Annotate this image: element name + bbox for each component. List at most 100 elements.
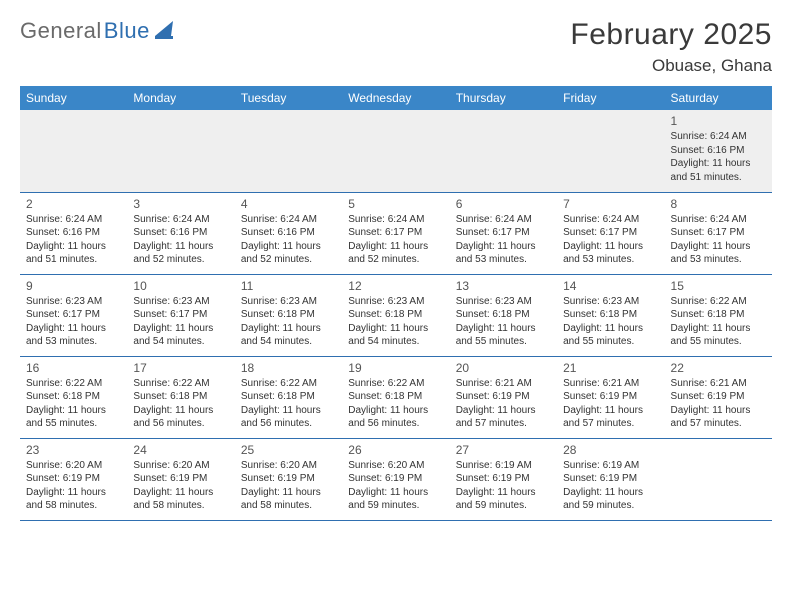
day-number: 14 <box>563 279 658 293</box>
calendar-day-cell: 7Sunrise: 6:24 AMSunset: 6:17 PMDaylight… <box>557 192 664 274</box>
calendar-day-cell: 28Sunrise: 6:19 AMSunset: 6:19 PMDayligh… <box>557 438 664 520</box>
day-info: Sunrise: 6:23 AMSunset: 6:18 PMDaylight:… <box>348 295 443 349</box>
day-info: Sunrise: 6:20 AMSunset: 6:19 PMDaylight:… <box>348 459 443 513</box>
calendar-day-cell: 14 Sunrise: 6:23 AMSunset: 6:18 PMDayligh… <box>557 274 664 356</box>
calendar-table: SundayMondayTuesdayWednesdayThursdayFrid… <box>20 86 772 521</box>
sunrise-text: Sunrise: 6:24 AM <box>133 213 228 227</box>
day-number: 11 <box>241 279 336 293</box>
daylight-text: Daylight: 11 hours and 53 minutes. <box>563 240 658 267</box>
calendar-day-cell: 19 Sunrise: 6:22 AMSunset: 6:18 PMDayligh… <box>342 356 449 438</box>
sunset-text: Sunset: 6:18 PM <box>26 390 121 404</box>
daylight-text: Daylight: 11 hours and 53 minutes. <box>26 322 121 349</box>
daylight-text: Daylight: 11 hours and 57 minutes. <box>563 404 658 431</box>
sunset-text: Sunset: 6:19 PM <box>133 472 228 486</box>
calendar-day-cell: 4Sunrise: 6:24 AMSunset: 6:16 PMDaylight… <box>235 192 342 274</box>
weekday-header: Sunday <box>20 86 127 110</box>
calendar-empty-cell <box>127 110 234 192</box>
daylight-text: Daylight: 11 hours and 51 minutes. <box>26 240 121 267</box>
calendar-day-cell: 23Sunrise: 6:20 AMSunset: 6:19 PMDayligh… <box>20 438 127 520</box>
day-number: 3 <box>133 197 228 211</box>
logo: GeneralBlue <box>20 18 177 44</box>
sunrise-text: Sunrise: 6:22 AM <box>133 377 228 391</box>
weekday-header: Friday <box>557 86 664 110</box>
sunrise-text: Sunrise: 6:24 AM <box>348 213 443 227</box>
weekday-header: Wednesday <box>342 86 449 110</box>
daylight-text: Daylight: 11 hours and 58 minutes. <box>26 486 121 513</box>
day-info: Sunrise: 6:21 AMSunset: 6:19 PMDaylight:… <box>671 377 766 431</box>
daylight-text: Daylight: 11 hours and 54 minutes. <box>241 322 336 349</box>
sunrise-text: Sunrise: 6:19 AM <box>456 459 551 473</box>
sunrise-text: Sunrise: 6:21 AM <box>456 377 551 391</box>
day-number: 21 <box>563 361 658 375</box>
calendar-empty-cell <box>557 110 664 192</box>
calendar-week-row: 1Sunrise: 6:24 AMSunset: 6:16 PMDaylight… <box>20 110 772 192</box>
sunrise-text: Sunrise: 6:24 AM <box>456 213 551 227</box>
sunset-text: Sunset: 6:18 PM <box>133 390 228 404</box>
day-info: Sunrise: 6:24 AMSunset: 6:17 PMDaylight:… <box>671 213 766 267</box>
day-number: 16 <box>26 361 121 375</box>
sunrise-text: Sunrise: 6:23 AM <box>26 295 121 309</box>
day-info: Sunrise: 6:22 AMSunset: 6:18 PMDaylight:… <box>241 377 336 431</box>
calendar-empty-cell <box>235 110 342 192</box>
day-info: Sunrise: 6:24 AMSunset: 6:17 PMDaylight:… <box>563 213 658 267</box>
daylight-text: Daylight: 11 hours and 58 minutes. <box>241 486 336 513</box>
sunset-text: Sunset: 6:19 PM <box>241 472 336 486</box>
day-number: 5 <box>348 197 443 211</box>
day-info: Sunrise: 6:24 AMSunset: 6:17 PMDaylight:… <box>456 213 551 267</box>
calendar-week-row: 23Sunrise: 6:20 AMSunset: 6:19 PMDayligh… <box>20 438 772 520</box>
day-info: Sunrise: 6:23 AMSunset: 6:18 PMDaylight:… <box>563 295 658 349</box>
calendar-day-cell: 6 Sunrise: 6:24 AMSunset: 6:17 PMDaylight… <box>450 192 557 274</box>
sunset-text: Sunset: 6:17 PM <box>133 308 228 322</box>
day-number: 13 <box>456 279 551 293</box>
day-info: Sunrise: 6:23 AMSunset: 6:18 PMDaylight:… <box>456 295 551 349</box>
calendar-day-cell: 27Sunrise: 6:19 AMSunset: 6:19 PMDayligh… <box>450 438 557 520</box>
day-info: Sunrise: 6:22 AMSunset: 6:18 PMDaylight:… <box>348 377 443 431</box>
day-number: 10 <box>133 279 228 293</box>
sunset-text: Sunset: 6:19 PM <box>456 390 551 404</box>
daylight-text: Daylight: 11 hours and 59 minutes. <box>456 486 551 513</box>
calendar-empty-cell <box>665 438 772 520</box>
calendar-empty-cell <box>20 110 127 192</box>
sunset-text: Sunset: 6:19 PM <box>563 390 658 404</box>
sunrise-text: Sunrise: 6:22 AM <box>26 377 121 391</box>
day-number: 19 <box>348 361 443 375</box>
calendar-day-cell: 5Sunrise: 6:24 AMSunset: 6:17 PMDaylight… <box>342 192 449 274</box>
day-number: 8 <box>671 197 766 211</box>
sunset-text: Sunset: 6:18 PM <box>671 308 766 322</box>
calendar-day-cell: 10Sunrise: 6:23 AMSunset: 6:17 PMDayligh… <box>127 274 234 356</box>
sunset-text: Sunset: 6:18 PM <box>241 390 336 404</box>
day-number: 9 <box>26 279 121 293</box>
day-number: 23 <box>26 443 121 457</box>
calendar-day-cell: 3Sunrise: 6:24 AMSunset: 6:16 PMDaylight… <box>127 192 234 274</box>
sunrise-text: Sunrise: 6:23 AM <box>133 295 228 309</box>
day-info: Sunrise: 6:19 AMSunset: 6:19 PMDaylight:… <box>456 459 551 513</box>
daylight-text: Daylight: 11 hours and 55 minutes. <box>563 322 658 349</box>
sunset-text: Sunset: 6:19 PM <box>348 472 443 486</box>
daylight-text: Daylight: 11 hours and 59 minutes. <box>563 486 658 513</box>
daylight-text: Daylight: 11 hours and 59 minutes. <box>348 486 443 513</box>
daylight-text: Daylight: 11 hours and 51 minutes. <box>671 157 766 184</box>
sunset-text: Sunset: 6:17 PM <box>26 308 121 322</box>
title-block: February 2025 Obuase, Ghana <box>570 18 772 76</box>
calendar-day-cell: 25Sunrise: 6:20 AMSunset: 6:19 PMDayligh… <box>235 438 342 520</box>
calendar-day-cell: 8 Sunrise: 6:24 AMSunset: 6:17 PMDaylight… <box>665 192 772 274</box>
sunrise-text: Sunrise: 6:24 AM <box>671 213 766 227</box>
sunrise-text: Sunrise: 6:24 AM <box>26 213 121 227</box>
calendar-day-cell: 20Sunrise: 6:21 AMSunset: 6:19 PMDayligh… <box>450 356 557 438</box>
day-info: Sunrise: 6:19 AMSunset: 6:19 PMDaylight:… <box>563 459 658 513</box>
daylight-text: Daylight: 11 hours and 53 minutes. <box>456 240 551 267</box>
calendar-week-row: 16Sunrise: 6:22 AMSunset: 6:18 PMDayligh… <box>20 356 772 438</box>
weekday-header: Monday <box>127 86 234 110</box>
month-title: February 2025 <box>570 18 772 52</box>
logo-sail-icon <box>155 21 177 39</box>
day-number: 6 <box>456 197 551 211</box>
daylight-text: Daylight: 11 hours and 55 minutes. <box>456 322 551 349</box>
day-number: 20 <box>456 361 551 375</box>
sunset-text: Sunset: 6:17 PM <box>563 226 658 240</box>
sunrise-text: Sunrise: 6:22 AM <box>671 295 766 309</box>
sunset-text: Sunset: 6:19 PM <box>563 472 658 486</box>
daylight-text: Daylight: 11 hours and 56 minutes. <box>133 404 228 431</box>
sunrise-text: Sunrise: 6:20 AM <box>241 459 336 473</box>
daylight-text: Daylight: 11 hours and 57 minutes. <box>671 404 766 431</box>
day-info: Sunrise: 6:22 AMSunset: 6:18 PMDaylight:… <box>133 377 228 431</box>
